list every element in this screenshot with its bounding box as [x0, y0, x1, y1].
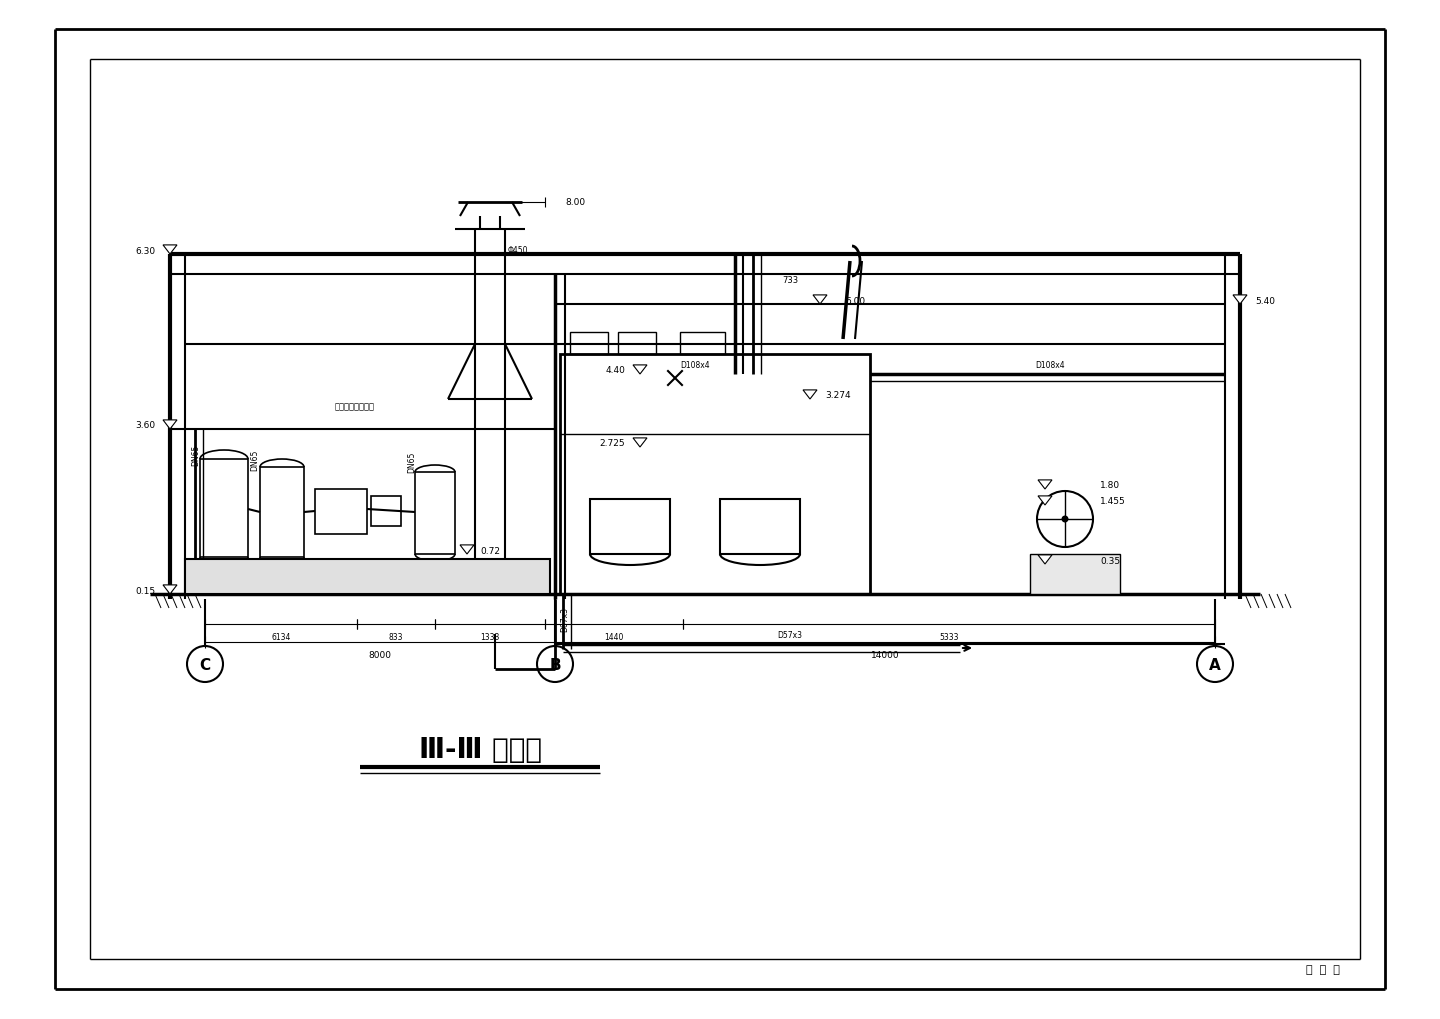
Text: 5333: 5333: [939, 632, 959, 641]
Text: D108x4: D108x4: [680, 360, 710, 369]
Text: A: A: [1210, 657, 1221, 672]
Bar: [570, 332, 608, 355]
Polygon shape: [163, 246, 177, 255]
Text: C: C: [199, 657, 210, 672]
Polygon shape: [1038, 480, 1053, 489]
Text: DN65: DN65: [408, 450, 416, 472]
Polygon shape: [1233, 296, 1247, 305]
Polygon shape: [163, 421, 177, 430]
Text: 3.274: 3.274: [825, 391, 851, 400]
Text: 6134: 6134: [271, 632, 291, 641]
Text: 5.40: 5.40: [1256, 297, 1274, 306]
Polygon shape: [1038, 555, 1053, 565]
Text: 8.00: 8.00: [564, 198, 585, 206]
Text: D108x4: D108x4: [1035, 360, 1064, 369]
Text: D57x3: D57x3: [778, 630, 802, 639]
Text: B: B: [549, 657, 560, 672]
Bar: [200, 460, 248, 557]
Text: 0.35: 0.35: [1100, 556, 1120, 565]
Text: 6.30: 6.30: [135, 247, 156, 255]
Polygon shape: [1038, 496, 1053, 505]
Polygon shape: [459, 545, 474, 554]
Text: Φ450: Φ450: [508, 246, 528, 255]
Text: 2.725: 2.725: [599, 439, 625, 448]
Text: Ⅲ-Ⅲ 剪面图: Ⅲ-Ⅲ 剪面图: [419, 736, 541, 763]
Bar: [372, 496, 400, 527]
Text: 0.15: 0.15: [135, 586, 156, 595]
Text: D67x3: D67x3: [560, 607, 569, 632]
Text: 3.60: 3.60: [135, 421, 156, 430]
Text: 6.00: 6.00: [845, 297, 865, 306]
Polygon shape: [163, 585, 177, 594]
Text: 4.40: 4.40: [605, 365, 625, 374]
Bar: [560, 355, 870, 594]
Bar: [618, 332, 657, 355]
Text: 剪  面  图: 剪 面 图: [1306, 964, 1341, 974]
Text: 733: 733: [782, 275, 798, 284]
Polygon shape: [804, 390, 816, 399]
Text: 8000: 8000: [369, 650, 392, 659]
Text: 14000: 14000: [871, 650, 900, 659]
Bar: [720, 499, 801, 554]
Polygon shape: [814, 296, 827, 305]
Text: 0.72: 0.72: [480, 546, 500, 555]
Bar: [415, 473, 455, 554]
Text: 接水道专业给水管: 接水道专业给水管: [336, 403, 374, 411]
Text: 1.455: 1.455: [1100, 497, 1126, 506]
Text: 833: 833: [389, 632, 403, 641]
Text: DN65: DN65: [192, 444, 200, 466]
Text: 1440: 1440: [605, 632, 624, 641]
Polygon shape: [634, 366, 647, 375]
Text: DN65: DN65: [251, 449, 259, 470]
Bar: [261, 468, 304, 557]
Bar: [1030, 554, 1120, 594]
Text: 1333: 1333: [481, 632, 500, 641]
Text: 1.80: 1.80: [1100, 481, 1120, 490]
Bar: [184, 559, 550, 594]
Bar: [680, 332, 724, 355]
Circle shape: [1061, 516, 1068, 523]
Polygon shape: [634, 438, 647, 447]
Bar: [590, 499, 670, 554]
Bar: [315, 489, 367, 535]
